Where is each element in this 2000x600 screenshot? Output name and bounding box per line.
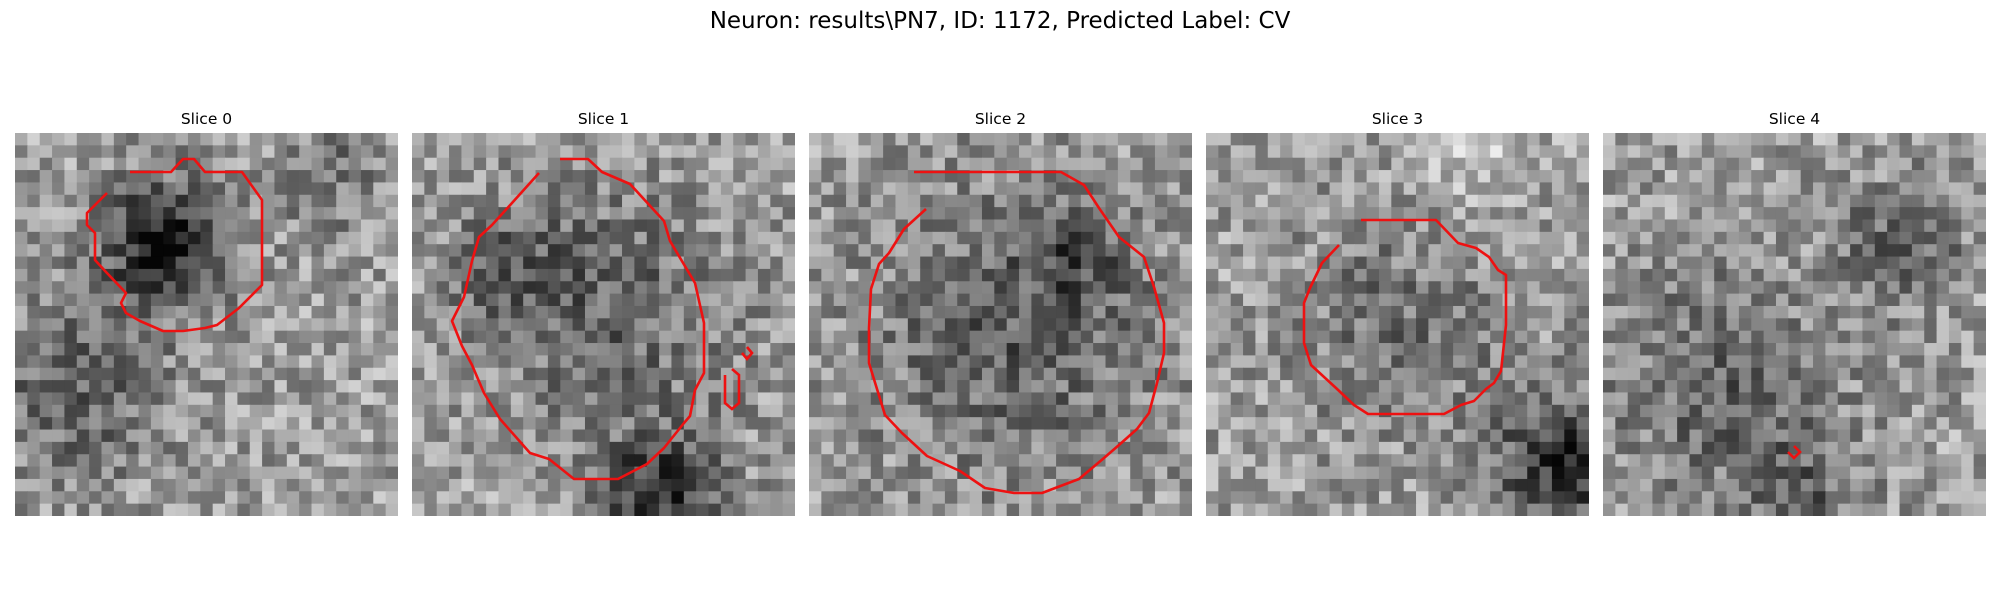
slice-title-1: Slice 1: [577, 110, 630, 128]
roi-contour: [1302, 218, 1508, 416]
slice-title-3: Slice 3: [1371, 110, 1424, 128]
slice-title-2: Slice 2: [974, 110, 1027, 128]
roi-contour-small: [723, 368, 741, 411]
roi-contour-small: [1787, 445, 1802, 460]
slice-title-4: Slice 4: [1768, 110, 1821, 128]
grayscale-pixels: [809, 133, 1192, 516]
slice-panel-0: Slice 0: [15, 108, 398, 516]
slice-panel-4: Slice 4: [1603, 108, 1986, 516]
slice-image-3: [1206, 133, 1589, 516]
slice-panel-1: Slice 1: [412, 108, 795, 516]
slice-image-2: [809, 133, 1192, 516]
slice-title-0: Slice 0: [180, 110, 233, 128]
grayscale-pixels: [1603, 133, 1986, 516]
slice-image-1: [412, 133, 795, 516]
slice-image-0: [15, 133, 398, 516]
roi-contour: [450, 157, 706, 481]
roi-contour: [867, 170, 1166, 495]
slice-panel-2: Slice 2: [809, 108, 1192, 516]
slice-image-4: [1603, 133, 1986, 516]
slice-panel-3: Slice 3: [1206, 108, 1589, 516]
grayscale-pixels: [1206, 133, 1589, 516]
grayscale-pixels: [15, 133, 398, 516]
grayscale-pixels: [412, 133, 795, 516]
roi-contour-small: [741, 346, 754, 362]
roi-contour: [85, 157, 264, 333]
figure-title: Neuron: results\PN7, ID: 1172, Predicted…: [709, 8, 1291, 34]
